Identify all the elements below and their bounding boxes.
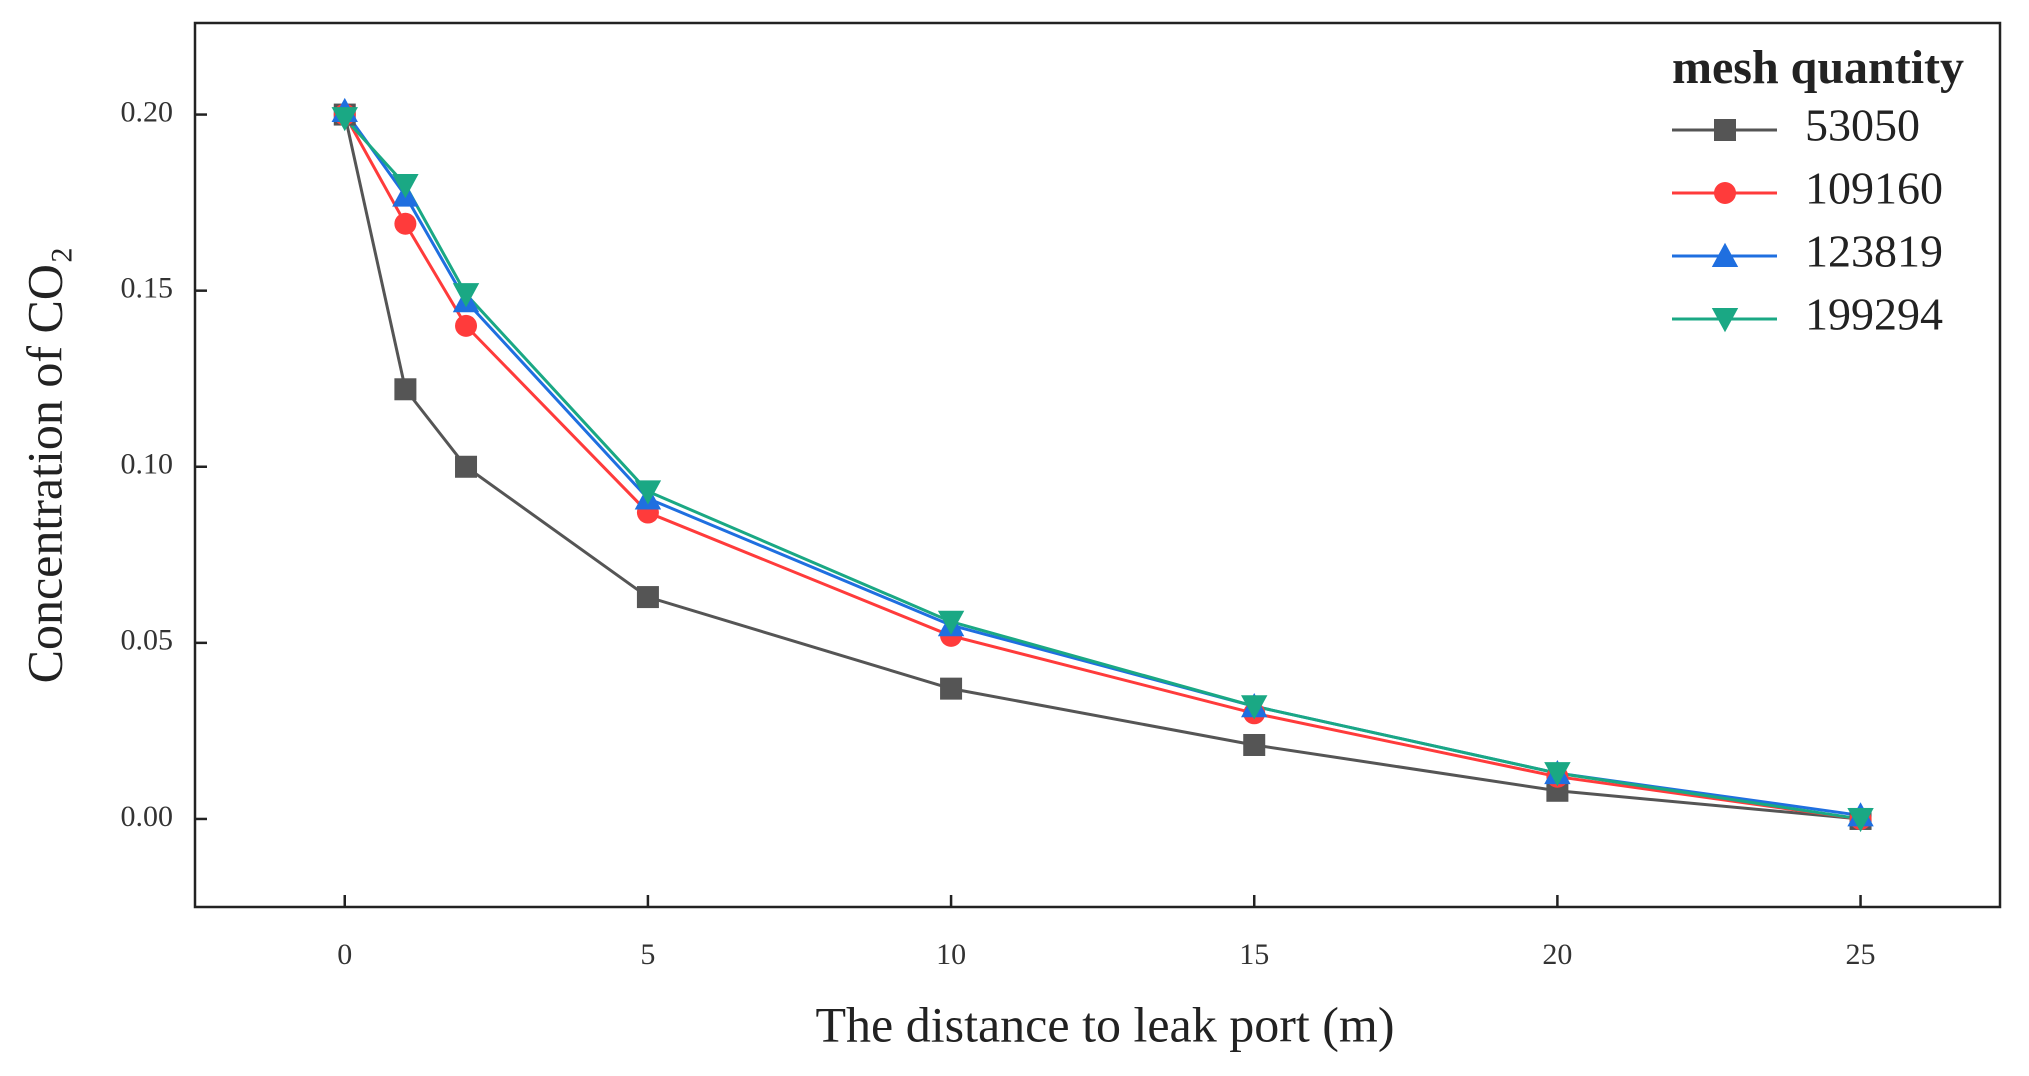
x-tick-label: 20 <box>1542 938 1572 971</box>
legend-title: mesh quantity <box>1672 41 1964 94</box>
y-tick-label: 0.10 <box>121 448 174 481</box>
x-axis-title: The distance to leak port (m) <box>816 996 1395 1052</box>
legend-marker <box>1714 119 1736 141</box>
data-point <box>394 378 417 401</box>
legend-label: 53050 <box>1805 100 1920 151</box>
data-point <box>452 283 480 308</box>
legend-label: 109160 <box>1805 163 1943 214</box>
y-tick-label: 0.15 <box>121 272 174 305</box>
data-point <box>1544 762 1571 787</box>
data-point <box>636 586 659 609</box>
x-tick-label: 5 <box>640 938 655 971</box>
legend-marker <box>1711 308 1739 333</box>
data-point <box>331 107 358 132</box>
legend-marker <box>1711 242 1739 267</box>
y-axis-title: Concentration of CO₂ <box>16 247 72 684</box>
x-tick-label: 10 <box>936 938 966 971</box>
series-line <box>343 117 1861 821</box>
plot-frame <box>193 21 2002 909</box>
x-tick-label: 15 <box>1239 938 1269 971</box>
series-line <box>343 113 1861 821</box>
data-point <box>937 610 965 635</box>
legend-label: 199294 <box>1805 289 1943 340</box>
data-point <box>1241 695 1268 720</box>
series-line <box>343 110 1861 817</box>
y-tick-label: 0.05 <box>121 624 174 657</box>
series-line <box>343 114 1861 821</box>
legend-marker <box>1714 182 1736 204</box>
data-point <box>1243 733 1266 756</box>
data-point <box>455 455 478 478</box>
x-tick-label: 0 <box>337 938 352 971</box>
y-tick-label: 0.00 <box>121 800 174 833</box>
data-point <box>455 314 478 337</box>
data-point <box>394 212 417 235</box>
data-point <box>1847 807 1874 833</box>
data-point <box>392 174 419 199</box>
data-point <box>940 677 963 700</box>
data-point <box>634 480 662 505</box>
legend-label: 123819 <box>1805 226 1943 277</box>
y-tick-label: 0.20 <box>121 95 174 128</box>
x-tick-label: 25 <box>1846 938 1876 971</box>
